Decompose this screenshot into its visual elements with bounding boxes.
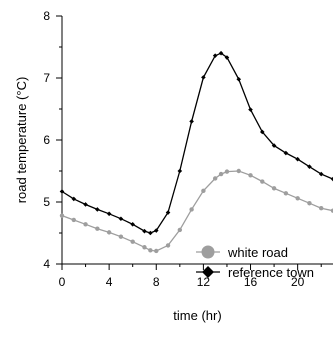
data-point-reference-town: [224, 55, 230, 60]
data-point-white-road: [154, 248, 159, 254]
series-layer: [59, 50, 333, 254]
data-point-white-road: [106, 230, 112, 235]
y-tick-label: 7: [43, 71, 50, 85]
data-point-white-road: [142, 245, 147, 250]
data-point-reference-town: [318, 171, 324, 177]
x-tick-label: 12: [197, 275, 211, 289]
data-point-reference-town: [248, 107, 253, 112]
data-point-reference-town: [118, 216, 124, 222]
data-point-reference-town: [212, 53, 218, 58]
data-point-white-road: [118, 234, 124, 239]
data-point-reference-town: [95, 207, 100, 212]
data-point-white-road: [83, 222, 88, 227]
data-point-white-road: [319, 206, 324, 211]
data-point-white-road: [224, 169, 230, 174]
data-point-reference-town: [236, 76, 242, 82]
data-point-white-road: [236, 168, 241, 174]
data-point-white-road: [148, 248, 153, 253]
data-point-reference-town: [295, 156, 300, 162]
x-axis-title: time (hr): [173, 308, 221, 323]
data-point-white-road: [212, 176, 218, 181]
x-tick-label: 0: [59, 275, 66, 289]
y-tick-label: 8: [43, 9, 50, 23]
y-tick-label: 4: [43, 257, 50, 271]
data-point-reference-town: [148, 230, 153, 236]
data-point-white-road: [201, 188, 206, 194]
data-point-white-road: [218, 171, 224, 177]
data-point-white-road: [271, 186, 277, 191]
data-point-reference-town: [106, 211, 112, 217]
y-tick-label: 6: [43, 133, 50, 147]
data-point-reference-town: [59, 189, 65, 194]
legend-marker-reference-town: [202, 266, 214, 278]
data-point-reference-town: [153, 228, 159, 233]
data-point-reference-town: [165, 210, 171, 215]
x-tick-label: 20: [291, 275, 305, 289]
x-tick-label: 8: [153, 275, 160, 289]
x-tick-label: 4: [106, 275, 113, 289]
data-point-reference-town: [271, 143, 277, 148]
series-line-reference-town: [61, 52, 333, 234]
data-point-reference-town: [330, 176, 333, 182]
axes: [61, 16, 333, 265]
data-point-white-road: [330, 208, 333, 213]
data-point-reference-town: [260, 129, 265, 135]
data-point-white-road: [283, 191, 289, 196]
data-point-white-road: [177, 227, 183, 233]
data-point-white-road: [95, 226, 100, 231]
data-point-reference-town: [283, 150, 289, 156]
data-point-reference-town: [307, 164, 312, 169]
legend-label-reference-town: reference town: [228, 265, 314, 280]
data-point-white-road: [248, 173, 253, 178]
data-point-white-road: [165, 243, 171, 248]
data-point-white-road: [59, 213, 65, 218]
y-axis-title: road temperature (°C): [14, 77, 29, 204]
legend-marker-white-road: [201, 245, 215, 259]
data-point-reference-town: [142, 228, 147, 234]
data-point-reference-town: [130, 222, 135, 227]
x-tick-label: 16: [244, 275, 258, 289]
data-point-white-road: [307, 201, 312, 206]
data-point-reference-town: [189, 119, 194, 124]
data-point-reference-town: [71, 196, 77, 202]
data-point-white-road: [260, 179, 265, 184]
legend: white road reference town: [196, 245, 314, 280]
data-point-reference-town: [83, 202, 88, 207]
legend-label-white-road: white road: [227, 245, 288, 260]
y-tick-label: 5: [43, 195, 50, 209]
data-point-white-road: [130, 239, 135, 244]
data-point-reference-town: [218, 50, 224, 56]
data-point-reference-town: [177, 168, 183, 174]
data-point-white-road: [295, 196, 300, 201]
data-point-white-road: [71, 217, 76, 223]
data-point-white-road: [189, 207, 194, 212]
data-point-reference-town: [201, 75, 206, 80]
